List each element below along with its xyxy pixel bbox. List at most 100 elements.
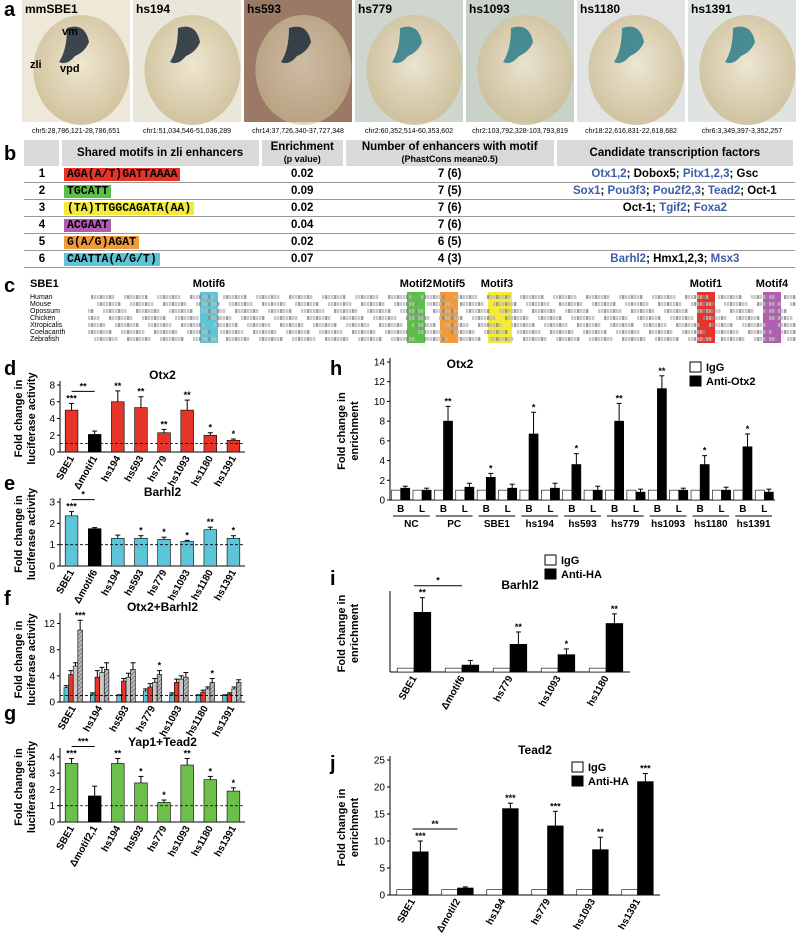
base xyxy=(130,330,133,334)
base xyxy=(292,295,295,299)
base xyxy=(310,295,313,299)
base xyxy=(544,337,547,341)
base xyxy=(466,309,469,313)
base xyxy=(202,309,205,313)
base xyxy=(658,302,661,306)
base xyxy=(292,330,295,334)
significance: *** xyxy=(66,393,77,403)
base xyxy=(727,295,730,299)
base xyxy=(463,323,466,327)
motif-cell: AGA(A/T)GATTAAAA xyxy=(60,166,261,183)
legend-label: Anti-Otx2 xyxy=(706,376,756,388)
base xyxy=(730,337,733,341)
legend-swatch xyxy=(571,761,584,773)
base xyxy=(529,295,532,299)
base xyxy=(733,337,736,341)
factor: Oct-1 xyxy=(622,202,653,214)
base xyxy=(628,330,631,334)
legend-swatch xyxy=(571,775,584,787)
table-row: 3 (TA)TTGGCAGATA(AA) 0.02 7 (6) Oct-1; Tgif2… xyxy=(24,199,795,217)
base xyxy=(475,337,478,341)
base xyxy=(682,316,685,320)
base xyxy=(730,309,733,313)
base xyxy=(568,337,571,341)
base xyxy=(559,323,562,327)
factor: Pou2f2,3 xyxy=(652,185,701,197)
significance: ** xyxy=(611,604,619,614)
x-tick-label: hs1391 xyxy=(211,704,238,739)
base xyxy=(325,323,328,327)
base xyxy=(421,316,424,320)
base xyxy=(571,309,574,313)
base xyxy=(460,337,463,341)
bar xyxy=(88,795,102,823)
base xyxy=(226,330,229,334)
base xyxy=(151,316,154,320)
base xyxy=(247,302,250,306)
base xyxy=(613,316,616,320)
x-tick-label: hs1391 xyxy=(213,568,240,603)
base xyxy=(118,323,121,327)
base xyxy=(397,323,400,327)
base xyxy=(442,337,445,341)
base xyxy=(97,302,100,306)
base xyxy=(772,302,775,306)
base xyxy=(157,330,160,334)
base xyxy=(409,337,412,341)
base xyxy=(220,330,223,334)
base xyxy=(445,309,448,313)
bar xyxy=(412,851,429,896)
base xyxy=(754,316,757,320)
base xyxy=(190,316,193,320)
base xyxy=(193,295,196,299)
base xyxy=(229,337,232,341)
base xyxy=(658,330,661,334)
bar xyxy=(134,782,148,823)
image-label: hs1180 xyxy=(580,2,620,16)
base xyxy=(496,323,499,327)
base xyxy=(109,330,112,334)
base xyxy=(496,295,499,299)
base xyxy=(538,330,541,334)
base xyxy=(625,323,628,327)
base xyxy=(544,309,547,313)
base xyxy=(238,295,241,299)
base xyxy=(529,330,532,334)
significance: ** xyxy=(445,396,453,406)
base xyxy=(571,295,574,299)
base xyxy=(436,337,439,341)
base xyxy=(685,323,688,327)
base xyxy=(547,316,550,320)
significance: ** xyxy=(207,517,215,527)
base xyxy=(361,323,364,327)
bar xyxy=(236,682,242,703)
base xyxy=(745,323,748,327)
significance: * xyxy=(489,463,493,473)
bar xyxy=(203,529,217,567)
base xyxy=(106,330,109,334)
base xyxy=(676,316,679,320)
base xyxy=(643,302,646,306)
bar xyxy=(733,489,744,501)
base xyxy=(574,295,577,299)
base xyxy=(295,323,298,327)
y-axis-label: enrichment xyxy=(349,604,361,664)
bar xyxy=(721,489,731,501)
base xyxy=(127,295,130,299)
base xyxy=(142,337,145,341)
base xyxy=(184,302,187,306)
base xyxy=(394,323,397,327)
base xyxy=(472,330,475,334)
base xyxy=(223,323,226,327)
base xyxy=(337,302,340,306)
y-axis-label: enrichment xyxy=(349,401,361,461)
legend-label: IgG xyxy=(706,362,724,374)
motif-cell: (TA)TTGGCAGATA(AA) xyxy=(60,199,261,217)
base xyxy=(127,323,130,327)
bar xyxy=(134,537,148,567)
base xyxy=(229,295,232,299)
base xyxy=(340,316,343,320)
bar xyxy=(412,489,423,501)
base xyxy=(196,316,199,320)
motif-table: Shared motifs in zli enhancers Enrichment… xyxy=(24,140,797,268)
